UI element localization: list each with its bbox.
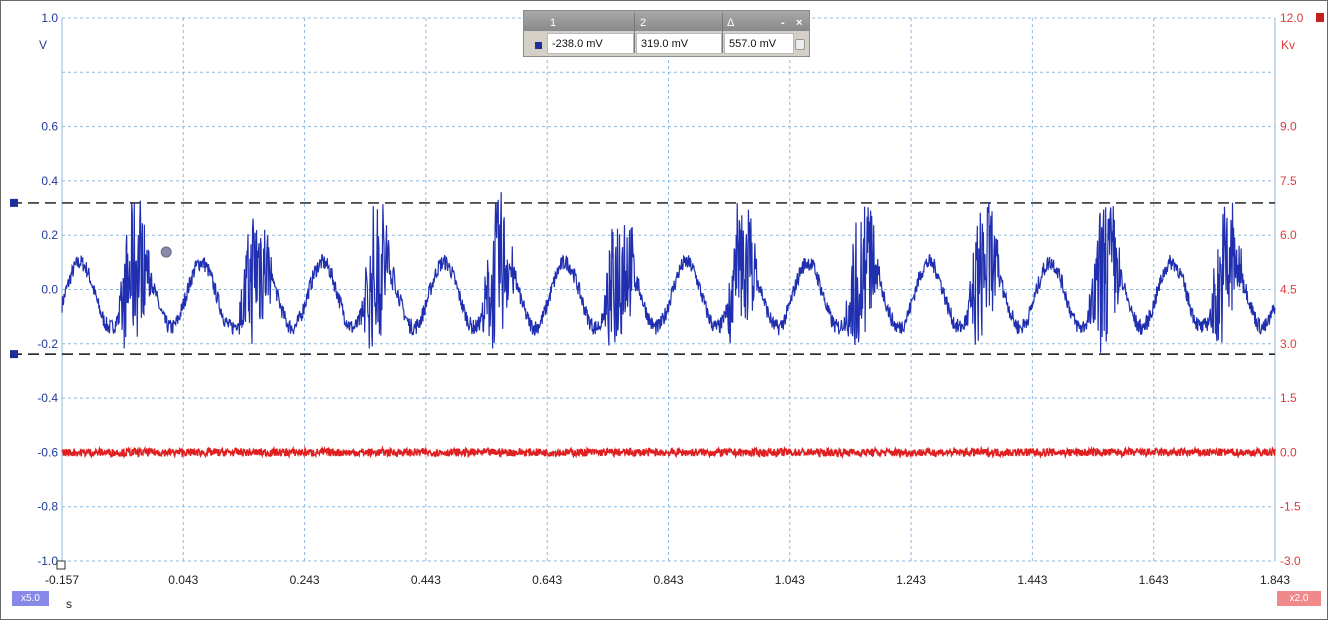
ruler-panel[interactable]: 1 2 Δ - × -238.0 mV 319.0 mV 557.0 mV bbox=[523, 10, 810, 57]
x-tick-label: 0.643 bbox=[532, 573, 562, 587]
series-kv-trace bbox=[61, 445, 1276, 460]
x-axis: -0.157 0.043 0.243 0.443 0.643 0.843 1.043 1.24… bbox=[45, 573, 1290, 587]
left-tick-label: -0.2 bbox=[37, 337, 58, 351]
x-tick-label: 1.443 bbox=[1017, 573, 1047, 587]
ruler-header: 1 2 Δ - × bbox=[524, 11, 809, 31]
x-origin-marker-icon bbox=[56, 560, 66, 570]
x-tick-label: 1.843 bbox=[1260, 573, 1290, 587]
minimize-button[interactable]: - bbox=[781, 17, 785, 29]
right-tick-label: 1.5 bbox=[1280, 391, 1297, 405]
x-tick-label: 0.243 bbox=[290, 573, 320, 587]
x-tick-label: -0.157 bbox=[45, 573, 79, 587]
right-unit: Kv bbox=[1281, 38, 1295, 52]
trace-marker-icon bbox=[160, 246, 172, 258]
right-tick-label: 12.0 bbox=[1280, 11, 1304, 25]
lock-icon[interactable] bbox=[795, 39, 805, 50]
right-tick-label: 3.0 bbox=[1280, 337, 1297, 351]
x-unit: s bbox=[66, 597, 72, 611]
right-axis: 12.0 9.0 7.5 6.0 4.5 3.0 1.5 0.0 -1.5 -3.0 bbox=[1280, 11, 1304, 568]
left-tick-label: 0.0 bbox=[41, 283, 58, 297]
right-tick-label: -1.5 bbox=[1280, 500, 1301, 514]
left-scale-badge[interactable]: x5.0 bbox=[12, 591, 49, 606]
traces bbox=[61, 192, 1276, 460]
ruler-col1-header: 1 bbox=[550, 17, 557, 29]
x-tick-label: 0.443 bbox=[411, 573, 441, 587]
left-tick-label: -0.4 bbox=[37, 391, 58, 405]
right-tick-label: 0.0 bbox=[1280, 445, 1297, 459]
right-tick-label: 7.5 bbox=[1280, 174, 1297, 188]
series-voltage-trace bbox=[61, 192, 1276, 353]
right-scale-badge[interactable]: x2.0 bbox=[1277, 591, 1321, 606]
right-tick-label: 6.0 bbox=[1280, 228, 1297, 242]
ruler-row: -238.0 mV 319.0 mV 557.0 mV bbox=[524, 33, 809, 54]
right-tick-label: 9.0 bbox=[1280, 120, 1297, 134]
left-tick-label: 0.2 bbox=[41, 228, 58, 242]
ruler-handle-icon bbox=[10, 198, 18, 207]
x-tick-label: 1.643 bbox=[1139, 573, 1169, 587]
ruler-col2-header: 2 bbox=[640, 17, 647, 29]
close-button[interactable]: × bbox=[796, 17, 803, 29]
ruler-col3-header: Δ bbox=[727, 17, 735, 29]
x-tick-label: 1.043 bbox=[775, 573, 805, 587]
left-tick-label: -0.6 bbox=[37, 445, 58, 459]
ruler-value-2[interactable]: 319.0 mV bbox=[636, 33, 722, 54]
left-tick-label: 0.6 bbox=[41, 120, 58, 134]
ruler-value-1[interactable]: -238.0 mV bbox=[547, 33, 634, 54]
reference-lines bbox=[10, 198, 1275, 359]
right-tick-label: 4.5 bbox=[1280, 283, 1297, 297]
channel-a-swatch-icon bbox=[535, 42, 542, 49]
left-tick-label: -1.0 bbox=[37, 554, 58, 568]
grid bbox=[61, 17, 1276, 562]
x-tick-label: 0.843 bbox=[653, 573, 683, 587]
left-tick-label: 1.0 bbox=[41, 11, 58, 25]
right-tick-label: -3.0 bbox=[1280, 554, 1301, 568]
ruler-handle-icon bbox=[10, 350, 18, 359]
ruler-delta: 557.0 mV bbox=[724, 33, 794, 54]
red-square-icon bbox=[1316, 13, 1324, 22]
left-tick-label: 0.4 bbox=[41, 174, 58, 188]
left-axis: 1.0 0.6 0.4 0.2 0.0 -0.2 -0.4 -0.6 -0.8 -1.0 bbox=[37, 11, 58, 568]
left-tick-label: -0.8 bbox=[37, 500, 58, 514]
x-tick-label: 0.043 bbox=[168, 573, 198, 587]
x-tick-label: 1.243 bbox=[896, 573, 926, 587]
left-unit: V bbox=[39, 38, 47, 52]
